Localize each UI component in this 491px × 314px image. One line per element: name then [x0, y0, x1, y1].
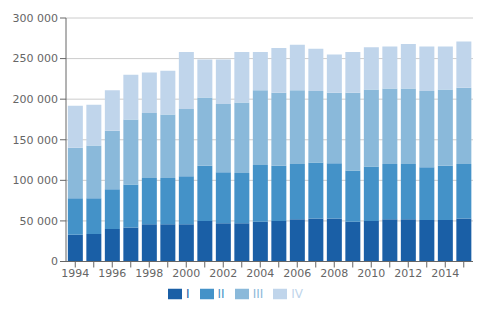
svg-text:100 000: 100 000 — [13, 174, 59, 187]
svg-text:2004: 2004 — [246, 267, 274, 280]
svg-text:2014: 2014 — [431, 267, 459, 280]
svg-text:1994: 1994 — [61, 267, 89, 280]
svg-text:250 000: 250 000 — [13, 52, 59, 65]
svg-text:2010: 2010 — [357, 267, 385, 280]
svg-text:200 000: 200 000 — [13, 93, 59, 106]
html-text:I: I — [186, 286, 190, 301]
html-text:III: III — [252, 286, 264, 301]
svg-text:2002: 2002 — [209, 267, 237, 280]
svg-text:0: 0 — [51, 255, 58, 268]
svg-text:2008: 2008 — [320, 267, 348, 280]
svg-text:2000: 2000 — [172, 267, 200, 280]
svg-text:1996: 1996 — [98, 267, 126, 280]
svg-text:300 000: 300 000 — [13, 12, 59, 25]
svg-text:1998: 1998 — [135, 267, 163, 280]
svg-text:150 000: 150 000 — [13, 134, 59, 147]
svg-text:2012: 2012 — [394, 267, 422, 280]
html-text:II: II — [217, 286, 225, 301]
html-text:IV: IV — [291, 286, 303, 301]
svg-text:2006: 2006 — [283, 267, 311, 280]
svg-text:50 000: 50 000 — [20, 215, 59, 228]
